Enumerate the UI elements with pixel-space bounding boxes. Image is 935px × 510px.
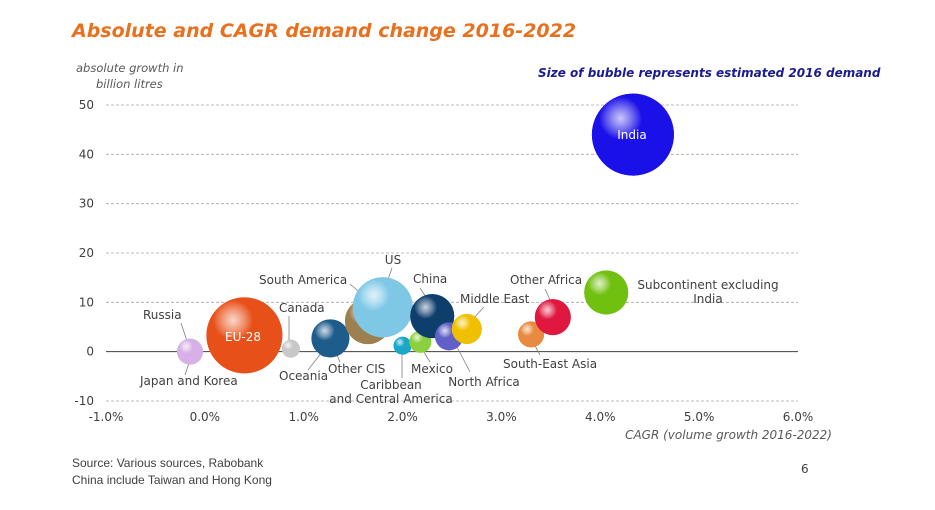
chart-title: Absolute and CAGR demand change 2016-202… [72,20,577,42]
bubble-other-cis [311,319,350,358]
bubble-india [591,93,674,176]
bubble-label-us: US [385,253,401,267]
x-tick-label: 5.0% [684,410,715,424]
bubble-south-east-asia [518,321,545,348]
bubble-label-subcontinent-excluding-india: Subcontinent excluding India [637,278,778,306]
leader-layer [180,267,552,378]
y-tick-label: 20 [79,246,94,260]
source-note: Source: Various sources, Rabobank China … [72,455,272,489]
leader-north-africa [455,344,471,373]
bubble-label-south-east-asia: South-East Asia [503,357,597,371]
bubble-label-mexico: Mexico [411,362,453,376]
x-tick-label: 1.0% [288,410,319,424]
bubble-label-south-america: South America [259,273,347,287]
bubble-label-russia: Russia [143,308,182,322]
bubble-middle-east [451,313,482,344]
y-tick-label: 50 [79,98,94,112]
bubble-caribbean-and-central-america [393,336,412,355]
y-tick-label: 30 [79,197,94,211]
x-tick-label: 0.0% [190,410,221,424]
x-tick-label: 3.0% [486,410,517,424]
x-tick-label: -1.0% [89,410,124,424]
bubble-japan-and-korea [177,338,204,365]
bubble-eu-28 [206,297,283,374]
y-tick-label: 0 [86,345,94,359]
y-tick-label: -10 [74,394,94,408]
source-line-1: Source: Various sources, Rabobank [72,456,264,470]
bubble-label-other-africa: Other Africa [510,273,582,287]
y-tick-label: 40 [79,147,94,161]
grid-layer [106,104,798,402]
y-tick-label: 10 [79,295,94,309]
y-axis-label-line-2: billion litres [96,77,163,91]
bubble-other-africa [534,299,571,336]
bubble-label-oceania: Oceania [279,369,328,383]
x-tick-label: 2.0% [387,410,418,424]
leader-oceania [307,351,323,371]
bubble-label-north-africa: North Africa [448,375,520,389]
bubble-canada [281,339,300,358]
bubble-size-note: Size of bubble represents estimated 2016… [538,66,881,80]
bubble-label-other-cis: Other CIS [328,362,385,376]
bubble-us [352,277,413,338]
source-line-2: China include Taiwan and Hong Kong [72,473,272,487]
axis-layer: -10 0 10 20 30 40 50 -1.0% 0.0% 1.0% 2.0% 3.0% 4.0% 5… [74,98,813,424]
x-axis-label: CAGR (volume growth 2016-2022) [625,428,832,442]
bubble-subcontinent-excluding-india [584,270,629,315]
bubble-label-china: China [413,272,447,286]
y-axis-label: absolute growth in billion litres [76,60,226,92]
bubble-label-middle-east: Middle East [460,292,530,306]
page-number: 6 [801,462,809,476]
bubble-layer [177,93,674,374]
x-tick-label: 6.0% [783,410,814,424]
bubble-label-india: India [617,128,646,142]
bubble-label-caribbean-and-central-america: Caribbean and Central America [329,378,452,406]
x-tick-label: 4.0% [585,410,616,424]
y-axis-label-line-1: absolute growth in [76,61,184,75]
bubble-label-japan-and-korea: Japan and Korea [139,374,238,388]
bubble-label-eu-28: EU-28 [225,330,261,344]
bubble-label-canada: Canada [279,301,325,315]
